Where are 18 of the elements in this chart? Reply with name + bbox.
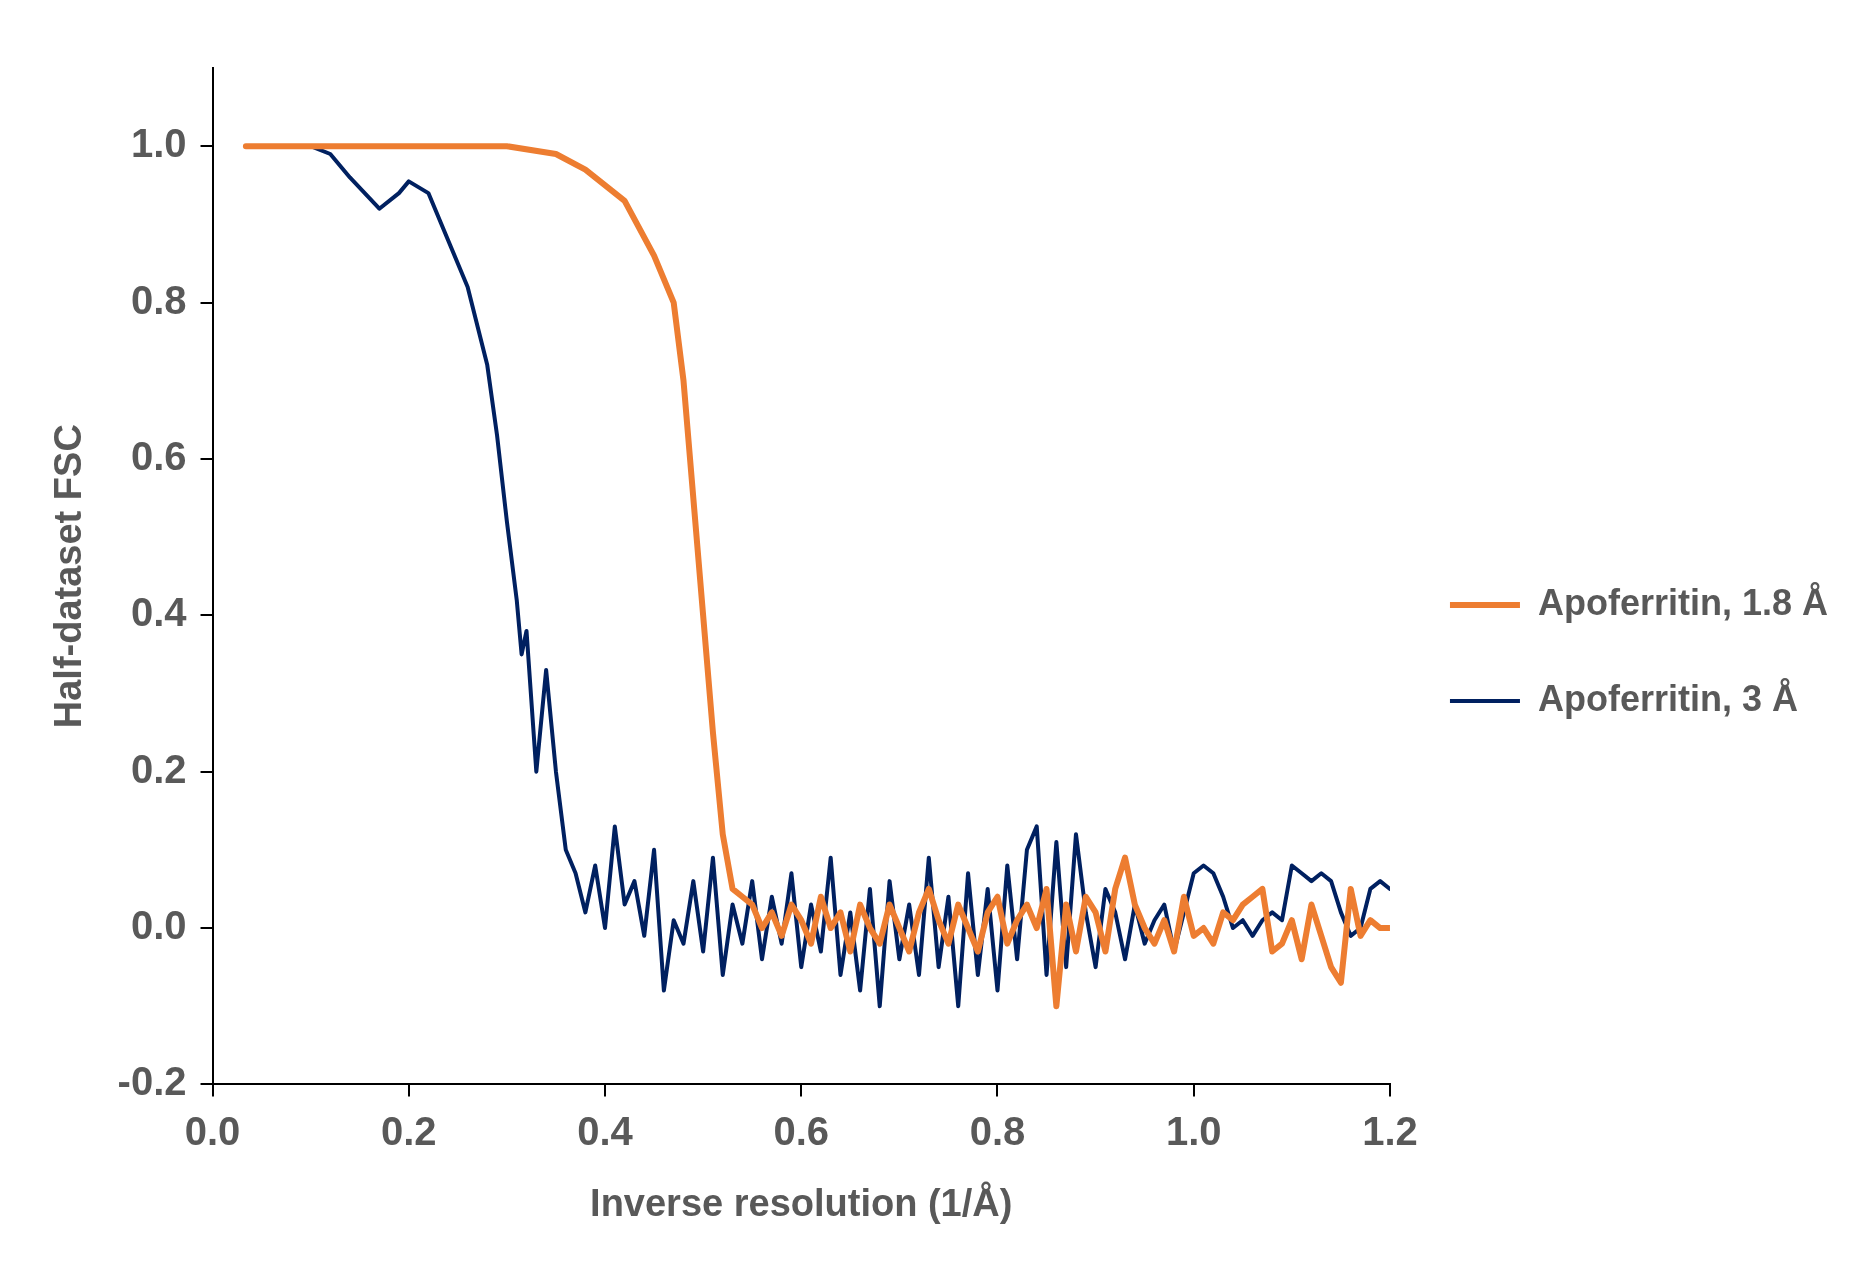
x-tick-label: 1.2	[1362, 1109, 1418, 1154]
x-tick-label: 0.6	[773, 1109, 830, 1154]
x-tick-label: 0.8	[969, 1109, 1026, 1154]
legend-label: Apoferritin, 1.8 Å	[1537, 581, 1829, 623]
x-axis-title: Inverse resolution (1/Å)	[590, 1180, 1013, 1224]
y-tick-label: 0.8	[130, 277, 187, 322]
y-axis-title: Half-dataset FSC	[47, 424, 90, 729]
y-tick-label: -0.2	[117, 1059, 187, 1104]
y-tick-label: 1.0	[130, 121, 187, 166]
y-tick-label: 0.6	[130, 433, 187, 478]
y-tick-label: 0.4	[130, 590, 188, 635]
y-tick-label: 0.0	[130, 903, 187, 948]
y-tick-label: 0.2	[130, 746, 187, 791]
x-tick-label: 0.4	[577, 1109, 634, 1154]
x-tick-label: 0.2	[380, 1109, 437, 1154]
x-tick-label: 1.0	[1165, 1109, 1222, 1154]
legend-label: Apoferritin, 3 Å	[1537, 677, 1798, 719]
x-tick-label: 0.0	[184, 1109, 241, 1154]
